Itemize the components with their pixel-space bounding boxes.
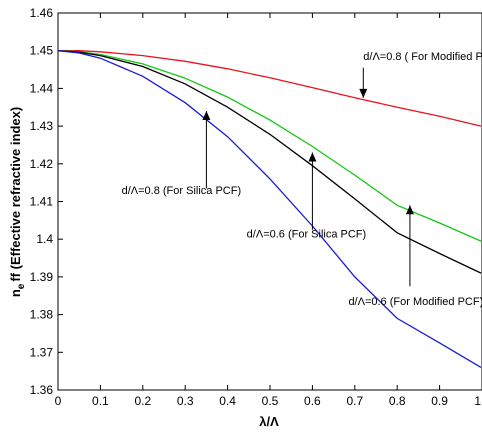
- x-tick-label: 0.9: [431, 394, 448, 408]
- y-axis-label-main: n: [8, 289, 23, 297]
- x-tick-label: 0.4: [219, 394, 236, 408]
- y-tick-label: 1.43: [30, 119, 54, 133]
- y-tick-label: 1.4: [36, 232, 53, 246]
- y-axis-label: neff (Effective refractive index): [8, 107, 27, 297]
- y-axis-label-subscript: e: [16, 283, 27, 289]
- x-tick-label: 0.6: [304, 394, 321, 408]
- y-tick-label: 1.42: [30, 157, 54, 171]
- series-line-4: [57, 50, 482, 368]
- y-axis-label-rest: ff (Effective refractive index): [8, 107, 23, 282]
- x-tick-label: 0.8: [389, 394, 406, 408]
- annotation-arrowhead-3: [308, 152, 317, 162]
- y-tick-label: 1.45: [30, 44, 54, 58]
- annotation-layer: d/Λ=0.8 ( For Modified PCF) d/Λ=0.8 (For …: [122, 51, 482, 308]
- x-tick-label: 0.2: [134, 394, 151, 408]
- annotation-label-2: d/Λ=0.8 (For Silica PCF): [122, 185, 242, 197]
- plot-frame: [57, 12, 482, 391]
- y-tick-label: 1.44: [30, 81, 54, 95]
- y-tick-label: 1.46: [30, 6, 54, 20]
- x-tick-label: 0: [55, 394, 62, 408]
- tick-layer: 0 0.1 0.2 0.3 0.4 0.5 0.6 0.7 0.8 0.9 1 1.36 1.37 1.3…: [30, 6, 482, 408]
- series-line-3: [57, 50, 482, 274]
- annotation-label-3: d/Λ=0.6 (For Silica PCF): [247, 228, 367, 240]
- y-tick-label: 1.38: [30, 308, 54, 322]
- x-tick-label: 0.1: [92, 394, 109, 408]
- x-axis-label: λ/Λ: [259, 414, 279, 429]
- y-tick-label: 1.37: [30, 345, 54, 359]
- annotation-arrowhead-1: [359, 88, 368, 98]
- x-tick-label: 0.5: [262, 394, 279, 408]
- series-layer: [57, 50, 482, 368]
- y-tick-label: 1.39: [30, 270, 54, 284]
- y-tick-label: 1.36: [30, 383, 54, 397]
- annotation-arrowhead-2: [202, 111, 211, 121]
- annotation-arrowhead-4: [405, 205, 414, 215]
- x-tick-label: 0.7: [346, 394, 363, 408]
- annotation-label-4: d/Λ=0.6 (For Modified PCF): [348, 296, 482, 308]
- series-line-1: [58, 50, 482, 127]
- y-tick-label: 1.41: [30, 195, 54, 209]
- x-tick-label: 0.3: [177, 394, 194, 408]
- x-tick-label: 1: [474, 394, 481, 408]
- series-line-2: [57, 50, 482, 242]
- annotation-label-1: d/Λ=0.8 ( For Modified PCF): [363, 51, 482, 63]
